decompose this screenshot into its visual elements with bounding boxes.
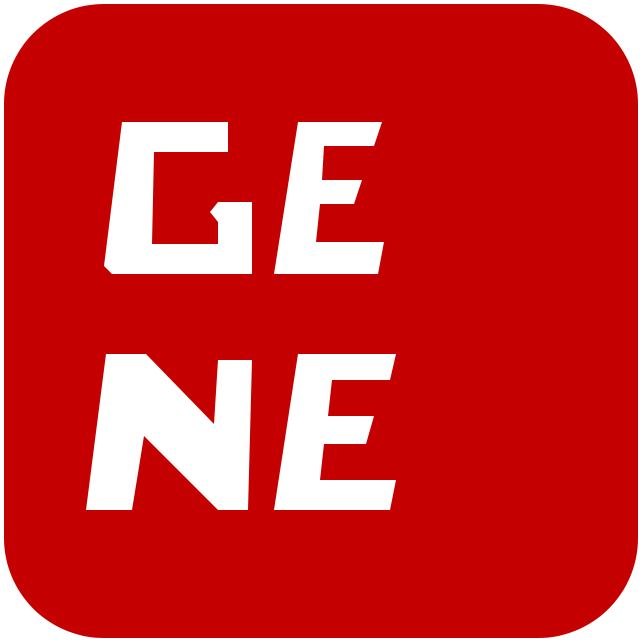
letter-n-shape [86, 354, 252, 510]
wordmark-line-1: GE [4, 638, 5, 639]
gene-logo-icon [4, 4, 638, 638]
wordmark-letters [86, 122, 396, 510]
icon-background [4, 4, 638, 638]
letter-e-top-shape [274, 122, 384, 274]
gene-app-icon[interactable]: GE NE [4, 4, 638, 638]
letter-g-shape [104, 122, 252, 274]
letter-e-bottom-shape [274, 354, 396, 510]
wordmark-line-2: NE [4, 638, 5, 639]
